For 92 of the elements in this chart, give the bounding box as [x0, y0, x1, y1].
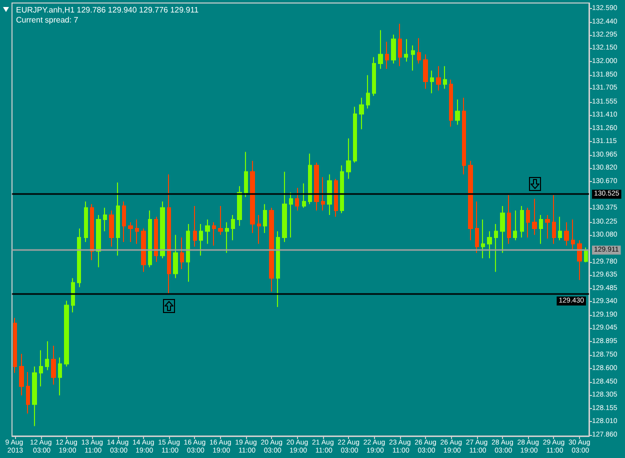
- candlestick: [128, 222, 133, 243]
- candlestick: [545, 214, 550, 239]
- candlestick: [455, 99, 460, 126]
- candlestick: [109, 210, 114, 248]
- candlestick: [180, 237, 184, 270]
- candlestick: [308, 153, 312, 205]
- candlestick: [205, 219, 210, 244]
- candlestick: [64, 300, 69, 368]
- candlestick: [186, 224, 190, 282]
- candlestick: [494, 224, 498, 272]
- candlestick: [552, 194, 556, 244]
- candlestick: [212, 222, 216, 246]
- chart-title: EURJPY.anh,H1 129.786 129.940 129.776 129.911: [16, 6, 200, 14]
- candlestick: [289, 192, 293, 238]
- candlestick: [244, 151, 248, 198]
- candlestick: [558, 216, 562, 241]
- candlestick: [532, 198, 537, 236]
- candlestick: [481, 219, 485, 259]
- candlestick: [154, 216, 158, 262]
- candlestick: [302, 182, 306, 208]
- candlestick: [237, 186, 242, 226]
- candlestick: [385, 41, 389, 70]
- candlestick: [584, 246, 588, 263]
- candlestick: [417, 38, 421, 64]
- candlestick: [103, 207, 107, 232]
- candlestick: [225, 222, 229, 254]
- candlestick: [346, 138, 351, 180]
- candlestick: [526, 207, 530, 238]
- candlestick: [366, 74, 370, 110]
- candlestick: [398, 23, 402, 67]
- candlestick: [340, 164, 344, 214]
- candlestick: [353, 106, 357, 164]
- candlestick: [96, 214, 101, 268]
- candlestick: [327, 174, 332, 216]
- candlestick: [577, 240, 582, 280]
- candlestick: [58, 357, 62, 396]
- candlestick: [45, 340, 49, 371]
- candlestick: [116, 182, 120, 256]
- candlestick: [334, 178, 338, 218]
- candlestick: [276, 230, 280, 308]
- candlestick: [250, 160, 255, 234]
- candlestick: [19, 353, 24, 396]
- candlestick: [122, 200, 126, 243]
- candlestick: [321, 176, 325, 211]
- candlestick: [443, 66, 447, 90]
- candlestick: [513, 210, 517, 241]
- candlestick: [84, 200, 88, 243]
- candlestick: [32, 366, 37, 427]
- candlestick: [372, 56, 376, 96]
- candlestick: [39, 350, 43, 387]
- candlestick: [475, 200, 479, 254]
- candlestick: [26, 371, 30, 414]
- candlestick: [269, 207, 274, 292]
- candlestick: [173, 234, 178, 279]
- candlestick: [359, 97, 364, 130]
- candlestick: [193, 205, 197, 248]
- text: Current spread: 7: [16, 16, 79, 24]
- candlestick: [148, 210, 152, 268]
- candlestick: [449, 79, 453, 128]
- candlestick: [90, 204, 94, 261]
- candlestick: [51, 345, 56, 386]
- candlestick: [411, 44, 415, 72]
- candlestick: [539, 214, 543, 244]
- candlestick: [462, 97, 466, 175]
- candlestick: [295, 187, 299, 211]
- candlestick: [141, 228, 146, 272]
- candlestick: [468, 160, 473, 241]
- candlestick: [436, 66, 441, 91]
- candlestick: [378, 30, 383, 70]
- candlestick: [507, 194, 511, 244]
- candlestick: [391, 34, 396, 64]
- candlestick: [500, 205, 505, 254]
- candlestick: [257, 214, 261, 244]
- candlestick: [423, 54, 428, 90]
- candlestick: [314, 162, 319, 211]
- candlestick: [520, 205, 524, 238]
- candlestick: [282, 171, 287, 243]
- candlestick: [231, 214, 235, 241]
- candlestick: [571, 219, 575, 250]
- candlestick: [218, 205, 223, 236]
- candlestick: [199, 224, 203, 256]
- candlestick: [564, 222, 569, 246]
- candlestick: [167, 174, 171, 294]
- candlestick: [135, 219, 139, 244]
- candlestick: [71, 278, 75, 313]
- candlestick: [487, 230, 492, 259]
- candlestick: [404, 38, 408, 62]
- candlestick: [77, 228, 81, 288]
- candlestick: [160, 200, 165, 259]
- candlestick: [263, 204, 267, 234]
- candlestick: [430, 70, 434, 94]
- candlestick: [13, 317, 17, 374]
